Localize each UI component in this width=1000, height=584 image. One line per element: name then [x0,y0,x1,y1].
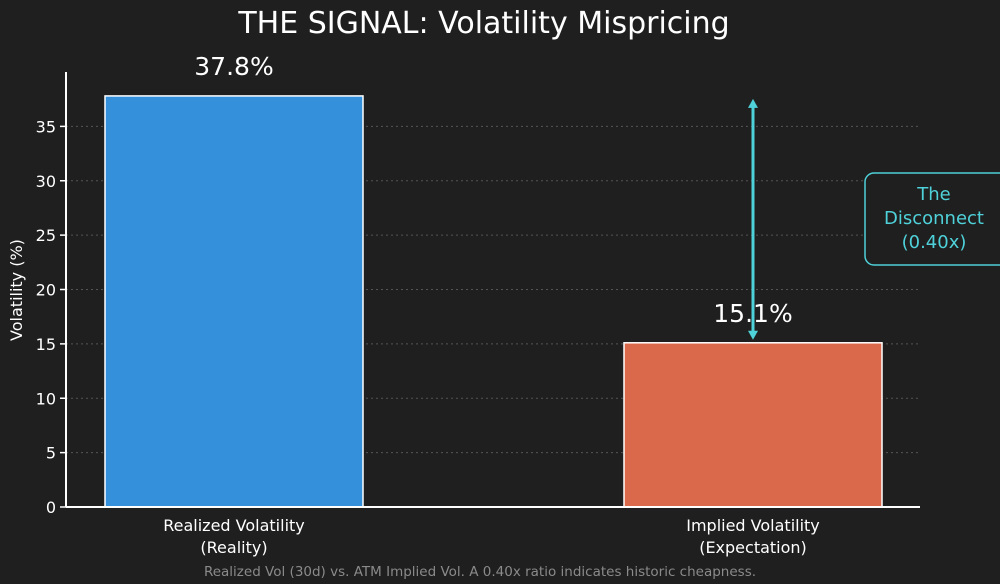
annotation-box [864,172,1000,266]
annotation-text: (0.40x) [902,232,967,253]
y-tick-label: 35 [36,117,56,136]
data-label: 37.8% [194,52,273,81]
bar [104,95,364,508]
x-tick-label: (Reality) [200,538,267,557]
y-tick-label: 15 [36,335,56,354]
y-tick-label: 10 [36,389,56,408]
y-tick-label: 20 [36,281,56,300]
x-tick-label: Realized Volatility [163,516,305,535]
chart-caption: Realized Vol (30d) vs. ATM Implied Vol. … [204,564,756,580]
y-tick-label: 5 [46,444,56,463]
y-axis-label: Volatility (%) [7,239,26,341]
y-tick-label: 0 [46,498,56,517]
x-tick-label: Implied Volatility [686,516,820,535]
x-tick-label: (Expectation) [699,538,807,557]
arrow-head-up [748,98,758,108]
y-tick-label: 30 [36,172,56,191]
chart-title: THE SIGNAL: Volatility Mispricing [237,6,729,41]
arrow-head-down [748,330,758,340]
y-tick-label: 25 [36,226,56,245]
annotation-text: The [916,184,950,205]
annotation-text: Disconnect [884,208,984,229]
bar [623,342,883,508]
